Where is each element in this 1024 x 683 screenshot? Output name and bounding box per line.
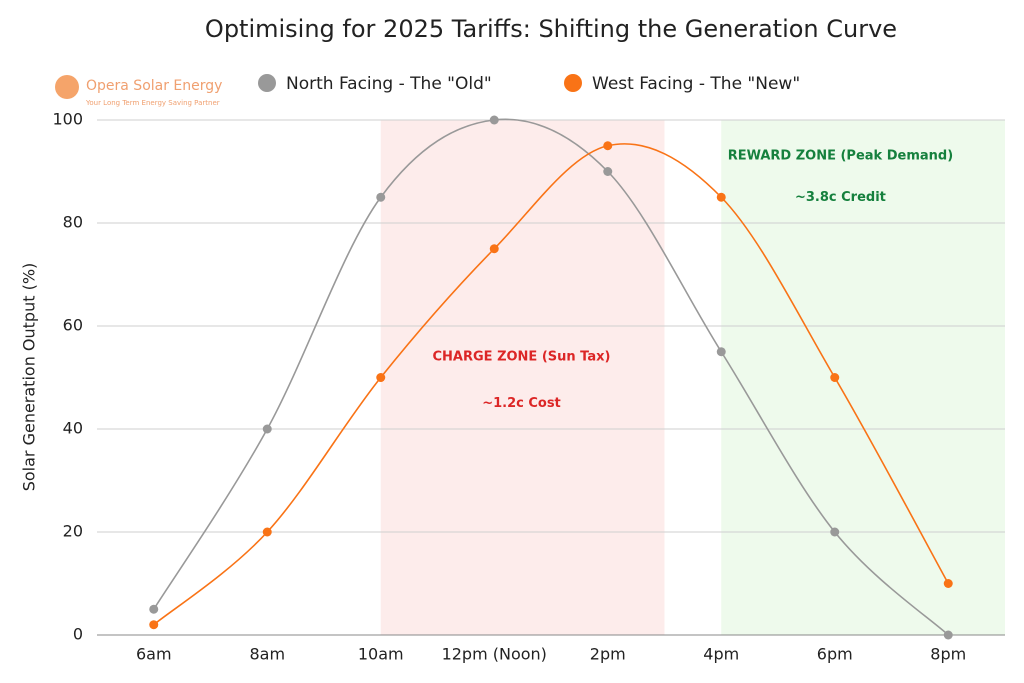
legend-label: West Facing - The "New" [592,74,800,94]
logo-icon [55,75,79,99]
zone-sublabel: ~1.2c Cost [482,396,561,411]
x-tick-label: 6am [136,645,172,664]
series-line [153,118,949,636]
y-tick-label: 80 [63,213,83,232]
logo-tagline: Your Long Term Energy Saving Partner [85,99,220,107]
x-tick-label: 12pm (Noon) [442,645,547,664]
point [943,579,953,588]
point [376,192,386,202]
legend-label: North Facing - The "Old" [286,74,492,94]
x-tick-label: 6pm [817,645,853,664]
zone-label: CHARGE ZONE (Sun Tax) [433,349,611,364]
zone [721,120,1005,635]
y-tick-label: 60 [63,316,83,335]
point [149,604,159,614]
y-tick-label: 20 [63,522,83,541]
y-tick-label: 40 [63,419,83,438]
point [830,373,840,382]
point [943,630,953,640]
y-tick-label: 0 [73,625,83,644]
legend-marker [564,74,582,92]
y-tick-label: 100 [52,110,83,129]
point [830,527,840,537]
point [149,620,159,630]
point [376,373,386,382]
zone [380,120,665,635]
x-tick-label: 2pm [590,645,626,664]
point [489,115,499,125]
y-axis-label: Solar Generation Output (%) [20,263,39,492]
point [603,141,613,151]
zone-label: REWARD ZONE (Peak Demand) [728,149,953,164]
zone-sublabel: ~3.8c Credit [795,190,886,205]
x-tick-label: 8pm [930,645,966,664]
x-tick-label: 4pm [703,645,739,664]
point [603,167,613,176]
chart-title: Optimising for 2025 Tariffs: Shifting th… [205,15,897,43]
x-tick-label: 8am [249,645,285,664]
logo-name: Opera Solar Energy [86,78,222,94]
point [262,424,272,434]
point [489,244,499,254]
point [262,527,272,537]
x-tick-label: 10am [358,645,404,664]
point [716,192,726,202]
legend-marker [258,74,276,92]
point [716,347,726,357]
